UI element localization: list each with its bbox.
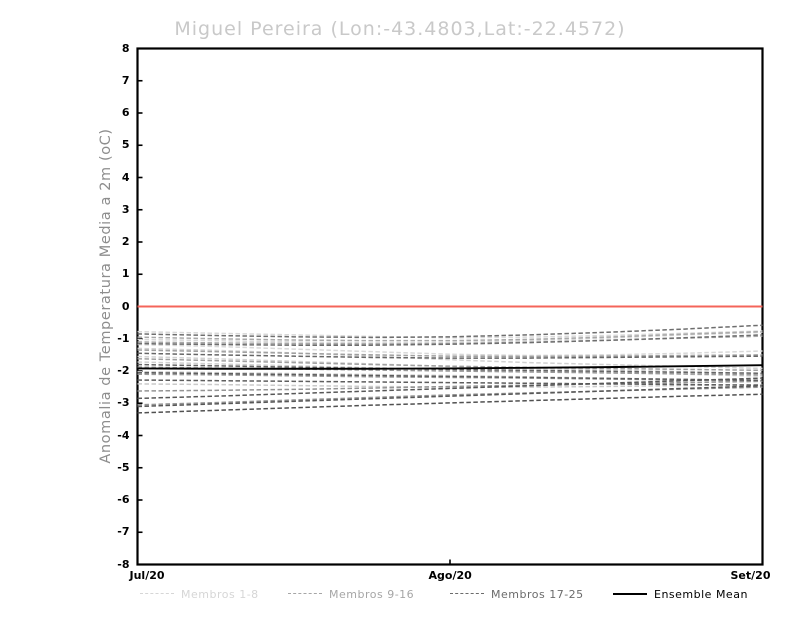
legend-line-swatch: [288, 590, 322, 598]
member-line: [137, 377, 763, 400]
legend-label: Membros 1-8: [181, 587, 259, 601]
member-line: [137, 366, 763, 376]
member-line: [137, 324, 763, 339]
y-tick-label: 8: [121, 41, 130, 55]
y-tick-label: 0: [121, 299, 130, 313]
y-tick-label: -8: [117, 557, 130, 571]
y-tick-label: 1: [121, 267, 130, 281]
legend-item: Membros 9-16: [288, 585, 414, 603]
y-tick-label: 3: [121, 202, 130, 216]
legend-item: Membros 17-25: [450, 585, 584, 603]
legend-label: Ensemble Mean: [654, 587, 748, 601]
member-line: [137, 330, 763, 342]
member-line: [137, 363, 763, 375]
legend-line-swatch: [450, 590, 484, 598]
member-line: [137, 371, 763, 382]
member-line: [137, 383, 763, 388]
member-line: [137, 357, 763, 372]
member-line: [137, 334, 763, 346]
legend-item: Ensemble Mean: [613, 585, 748, 603]
y-tick-label: -5: [117, 460, 130, 474]
member-line: [137, 343, 763, 357]
member-line: [137, 370, 763, 382]
member-line: [137, 385, 763, 408]
y-tick-label: 5: [121, 138, 130, 152]
y-tick-label: -6: [117, 493, 130, 506]
ensemble-mean-line: [137, 364, 763, 370]
x-tick-label: Ago/20: [428, 568, 472, 582]
y-tick-label: -1: [117, 331, 130, 345]
member-line: [137, 349, 763, 358]
y-tick-label: -3: [117, 396, 130, 410]
y-tick-label: -7: [117, 525, 130, 539]
member-line: [137, 331, 763, 344]
legend-item: Membros 1-8: [140, 585, 259, 603]
y-tick-label: -2: [117, 364, 130, 377]
member-line: [137, 380, 763, 392]
y-tick-label: 2: [121, 235, 130, 248]
legend-line-swatch: [613, 590, 647, 598]
member-line: [137, 379, 763, 386]
legend-label: Membros 9-16: [329, 587, 415, 601]
legend-label: Membros 17-25: [491, 587, 584, 601]
x-tick-label: Set/20: [730, 568, 771, 582]
x-tick-label: Jul/20: [129, 568, 165, 582]
y-tick-label: -4: [117, 428, 130, 442]
y-tick-label: 7: [121, 73, 130, 87]
member-line: [137, 352, 763, 359]
member-line: [137, 355, 763, 375]
member-line: [137, 335, 763, 345]
member-line: [137, 393, 763, 414]
y-tick-label: 4: [121, 170, 130, 184]
member-line: [137, 330, 763, 339]
y-tick-label: 6: [121, 106, 130, 119]
chart-title: Miguel Pereira (Lon:-43.4803,Lat:-22.457…: [174, 18, 626, 40]
chart-legend: Membros 1-8 Membros 9-16 Membros 17-25 Ense…: [0, 585, 800, 605]
legend-line-swatch: [140, 590, 174, 598]
